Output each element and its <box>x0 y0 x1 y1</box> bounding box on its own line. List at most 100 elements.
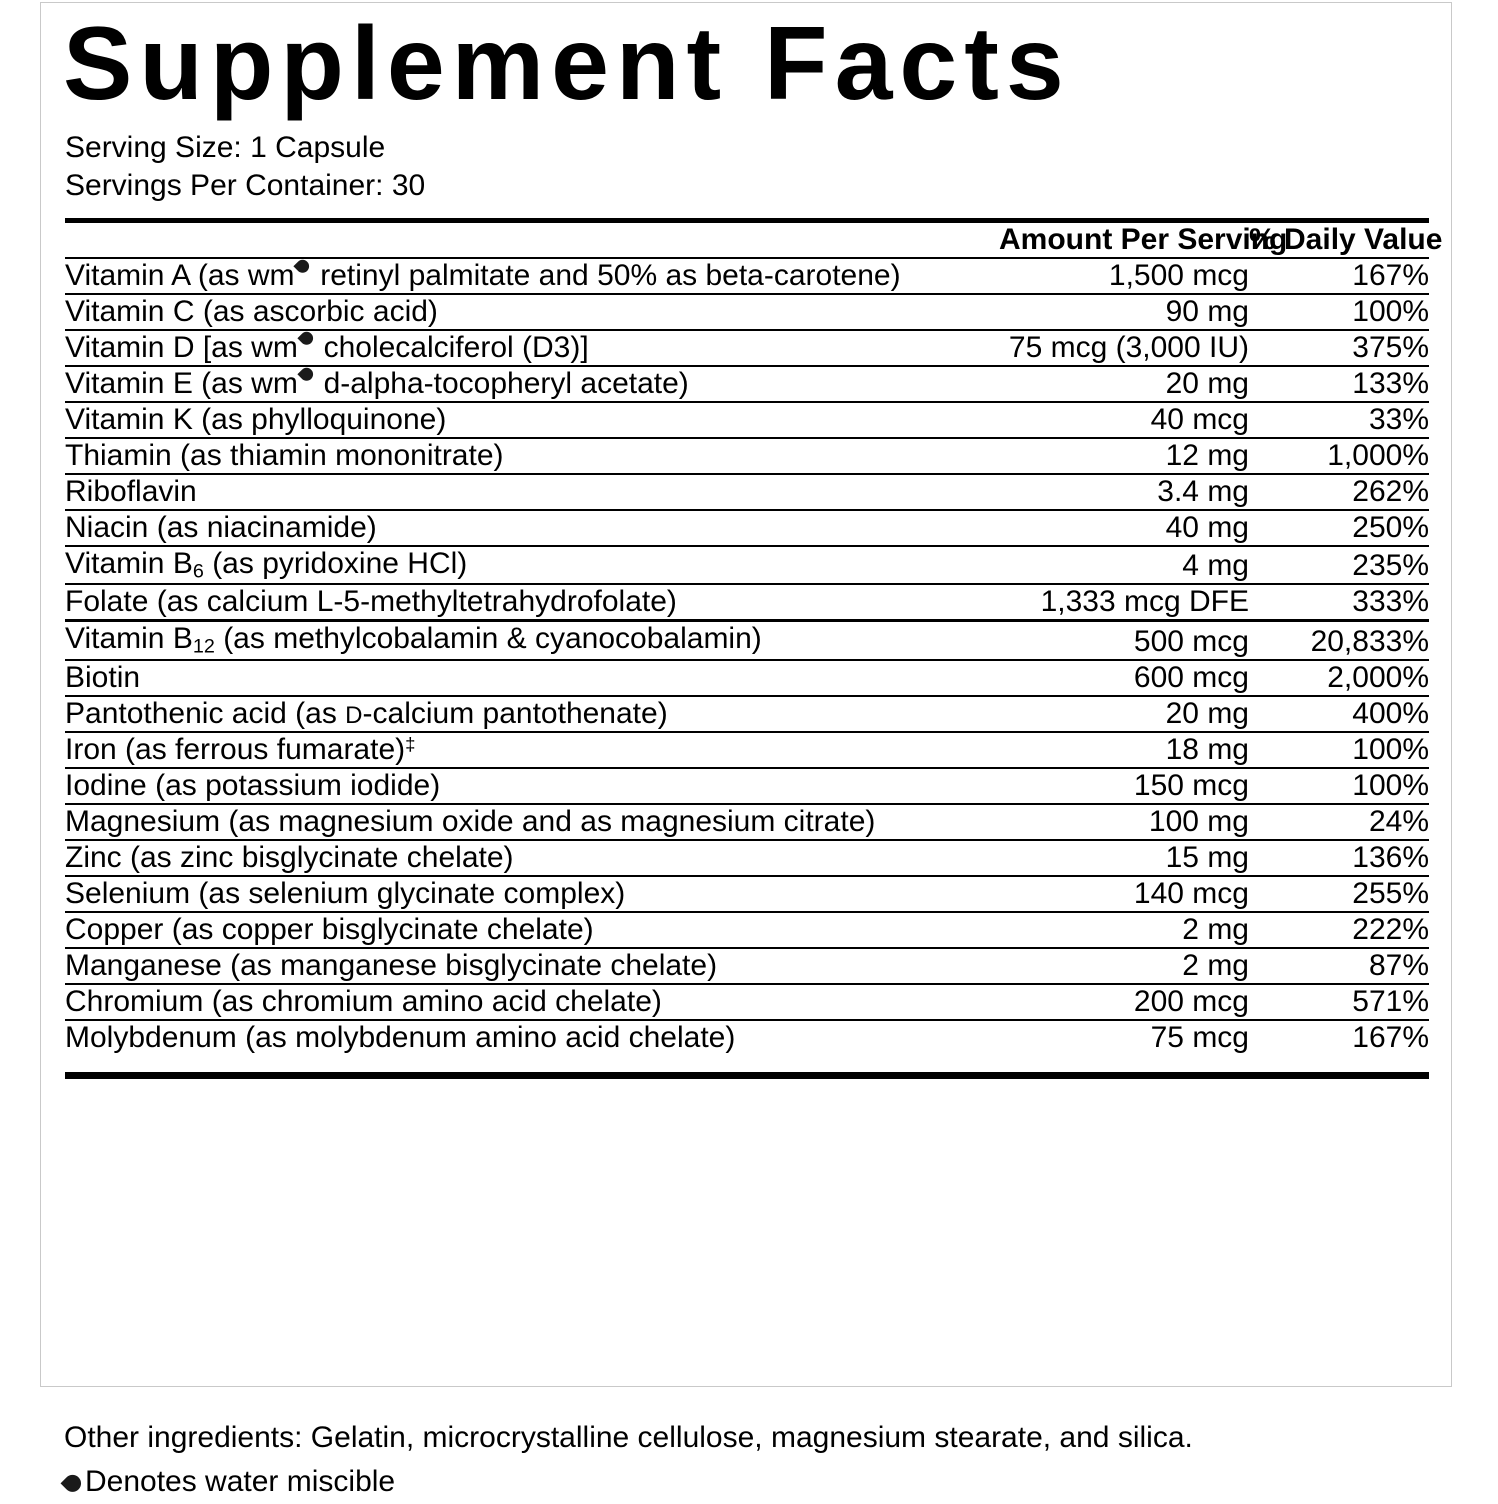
nutrient-amount: 200 mcg <box>999 983 1249 1021</box>
nutrient-name: Zinc (as zinc bisglycinate chelate) <box>65 839 999 877</box>
table-row: Copper (as copper bisglycinate chelate) 2… <box>65 911 1429 949</box>
nutrient-amount: 500 mcg <box>999 620 1249 661</box>
nutrient-name: Vitamin E (as wm d-alpha-tocopheryl acet… <box>65 366 999 403</box>
nutrient-daily-value: 1,000% <box>1249 438 1429 475</box>
serving-size: Serving Size: 1 Capsule <box>65 131 386 164</box>
table-header-row: Amount Per Serving % Daily Value <box>65 223 1443 259</box>
column-header-amount: Amount Per Serving <box>999 223 1288 259</box>
nutrient-name: Vitamin A (as wm retinyl palmitate and 5… <box>65 258 999 295</box>
nutrient-daily-value: 100% <box>1249 767 1429 805</box>
table-row: Selenium (as selenium glycinate complex)… <box>65 875 1429 913</box>
nutrient-name: Niacin (as niacinamide) <box>65 510 999 547</box>
water-drop-icon <box>300 332 313 345</box>
nutrient-amount: 90 mg <box>999 294 1249 331</box>
nutrient-amount: 140 mcg <box>999 875 1249 913</box>
nutrient-amount: 15 mg <box>999 839 1249 877</box>
page-title: Supplement Facts <box>63 6 1071 122</box>
nutrient-name: Chromium (as chromium amino acid chelate… <box>65 983 999 1021</box>
nutrient-amount: 2 mg <box>999 911 1249 949</box>
rule-table-bottom <box>65 1071 1429 1079</box>
nutrient-amount: 40 mg <box>999 510 1249 547</box>
nutrient-amount: 75 mcg <box>1150 1020 1249 1054</box>
nutrient-amount: 20 mg <box>999 366 1249 403</box>
nutrient-daily-value: 235% <box>1249 546 1429 586</box>
table-row: Pantothenic acid (as D-calcium pantothen… <box>65 695 1429 733</box>
nutrient-daily-value: 167% <box>1352 1020 1429 1054</box>
nutrient-amount: 100 mg <box>999 803 1249 841</box>
table-row: Niacin (as niacinamide) 40 mg 250% <box>65 510 1429 547</box>
table-row: Riboflavin 3.4 mg 262% <box>65 474 1429 511</box>
rule-below-serving <box>65 218 1429 223</box>
nutrient-daily-value: 400% <box>1249 695 1429 733</box>
nutrient-name: Thiamin (as thiamin mononitrate) <box>65 438 999 475</box>
water-drop-icon <box>296 260 309 273</box>
nutrient-daily-value: 262% <box>1249 474 1429 511</box>
water-miscible-note: Denotes water miscible <box>64 1460 1444 1504</box>
nutrient-daily-value: 20,833% <box>1249 620 1429 661</box>
nutrient-daily-value: 100% <box>1249 294 1429 331</box>
table-row: Vitamin A (as wm retinyl palmitate and 5… <box>65 258 1429 295</box>
table-row: Vitamin E (as wm d-alpha-tocopheryl acet… <box>65 366 1429 403</box>
table-row: Vitamin K (as phylloquinone) 40 mcg 33% <box>65 402 1429 439</box>
nutrient-amount: 20 mg <box>999 695 1249 733</box>
nutrient-daily-value: 255% <box>1249 875 1429 913</box>
nutrient-daily-value: 100% <box>1249 731 1429 769</box>
table-row: Magnesium (as magnesium oxide and as mag… <box>65 803 1429 841</box>
table-row: Iodine (as potassium iodide) 150 mcg 100% <box>65 767 1429 805</box>
water-drop-icon <box>300 368 313 381</box>
nutrient-name: Pantothenic acid (as D-calcium pantothen… <box>65 695 999 733</box>
nutrient-amount: 1,500 mcg <box>999 258 1249 295</box>
water-drop-icon <box>64 1475 81 1492</box>
table-row: Thiamin (as thiamin mononitrate) 12 mg 1,0… <box>65 438 1429 475</box>
nutrient-daily-value: 375% <box>1249 330 1429 367</box>
table-row: Chromium (as chromium amino acid chelate… <box>65 983 1429 1021</box>
table-row: Vitamin D [as wm cholecalciferol (D3)] 75… <box>65 330 1429 367</box>
nutrient-daily-value: 222% <box>1249 911 1429 949</box>
footer-notes: Other ingredients: Gelatin, microcrystal… <box>64 1416 1444 1504</box>
table-row: Vitamin B6 (as pyridoxine HCl) 4 mg 235% <box>65 546 1429 586</box>
column-header-daily-value: % Daily Value <box>1249 223 1443 259</box>
nutrient-amount: 1,333 mcg DFE <box>999 584 1249 623</box>
table-row: Biotin 600 mcg 2,000% <box>65 659 1429 697</box>
nutrient-daily-value: 250% <box>1249 510 1429 547</box>
nutrient-amount: 3.4 mg <box>999 474 1249 511</box>
nutrient-daily-value: 87% <box>1249 947 1429 985</box>
nutrient-daily-value: 33% <box>1249 402 1429 439</box>
nutrient-amount: 75 mcg (3,000 IU) <box>999 330 1249 367</box>
nutrient-daily-value: 571% <box>1249 983 1429 1021</box>
nutrient-amount: 4 mg <box>999 546 1249 586</box>
supplement-facts-panel: Supplement Facts Serving Size: 1 Capsule… <box>40 2 1452 1387</box>
nutrient-daily-value: 133% <box>1249 366 1429 403</box>
nutrient-name: Vitamin B12 (as methylcobalamin & cyanoc… <box>65 620 999 661</box>
table-row: Folate (as calcium L-5-methyltetrahydrof… <box>65 584 1429 623</box>
nutrient-name: Iodine (as potassium iodide) <box>65 767 999 805</box>
nutrient-name: Vitamin D [as wm cholecalciferol (D3)] <box>65 330 999 367</box>
nutrient-amount: 18 mg <box>999 731 1249 769</box>
nutrient-amount: 40 mcg <box>999 402 1249 439</box>
nutrient-amount: 600 mcg <box>999 659 1249 697</box>
table-row: Vitamin B12 (as methylcobalamin & cyanoc… <box>65 620 1429 661</box>
nutrient-daily-value: 24% <box>1249 803 1429 841</box>
nutrient-daily-value: 167% <box>1249 258 1429 295</box>
nutrient-name: Vitamin K (as phylloquinone) <box>65 402 999 439</box>
servings-per-container: Servings Per Container: 30 <box>65 169 426 202</box>
table-row: Iron (as ferrous fumarate)‡ 18 mg 100% <box>65 731 1429 769</box>
nutrient-name: Vitamin C (as ascorbic acid) <box>65 294 999 331</box>
column-header-name <box>65 223 999 259</box>
nutrient-name: Manganese (as manganese bisglycinate che… <box>65 947 999 985</box>
nutrient-name: Biotin <box>65 659 999 697</box>
table-row: Molybdenum (as molybdenum amino acid che… <box>65 1020 1429 1055</box>
nutrients-table-body: Amount Per Serving % Daily Value Vitamin… <box>65 223 1443 1055</box>
nutrient-name: Magnesium (as magnesium oxide and as mag… <box>65 803 999 841</box>
nutrient-daily-value: 2,000% <box>1249 659 1429 697</box>
nutrient-daily-value: 333% <box>1249 584 1429 623</box>
nutrient-daily-value: 136% <box>1249 839 1429 877</box>
panel-inner: Supplement Facts Serving Size: 1 Capsule… <box>63 3 1443 1079</box>
nutrient-name: Molybdenum (as molybdenum amino acid che… <box>65 1020 736 1054</box>
nutrient-name: Copper (as copper bisglycinate chelate) <box>65 911 999 949</box>
nutrient-name: Vitamin B6 (as pyridoxine HCl) <box>65 546 999 586</box>
water-miscible-label: Denotes water miscible <box>84 1465 396 1498</box>
nutrient-amount: 12 mg <box>999 438 1249 475</box>
nutrient-amount: 2 mg <box>999 947 1249 985</box>
